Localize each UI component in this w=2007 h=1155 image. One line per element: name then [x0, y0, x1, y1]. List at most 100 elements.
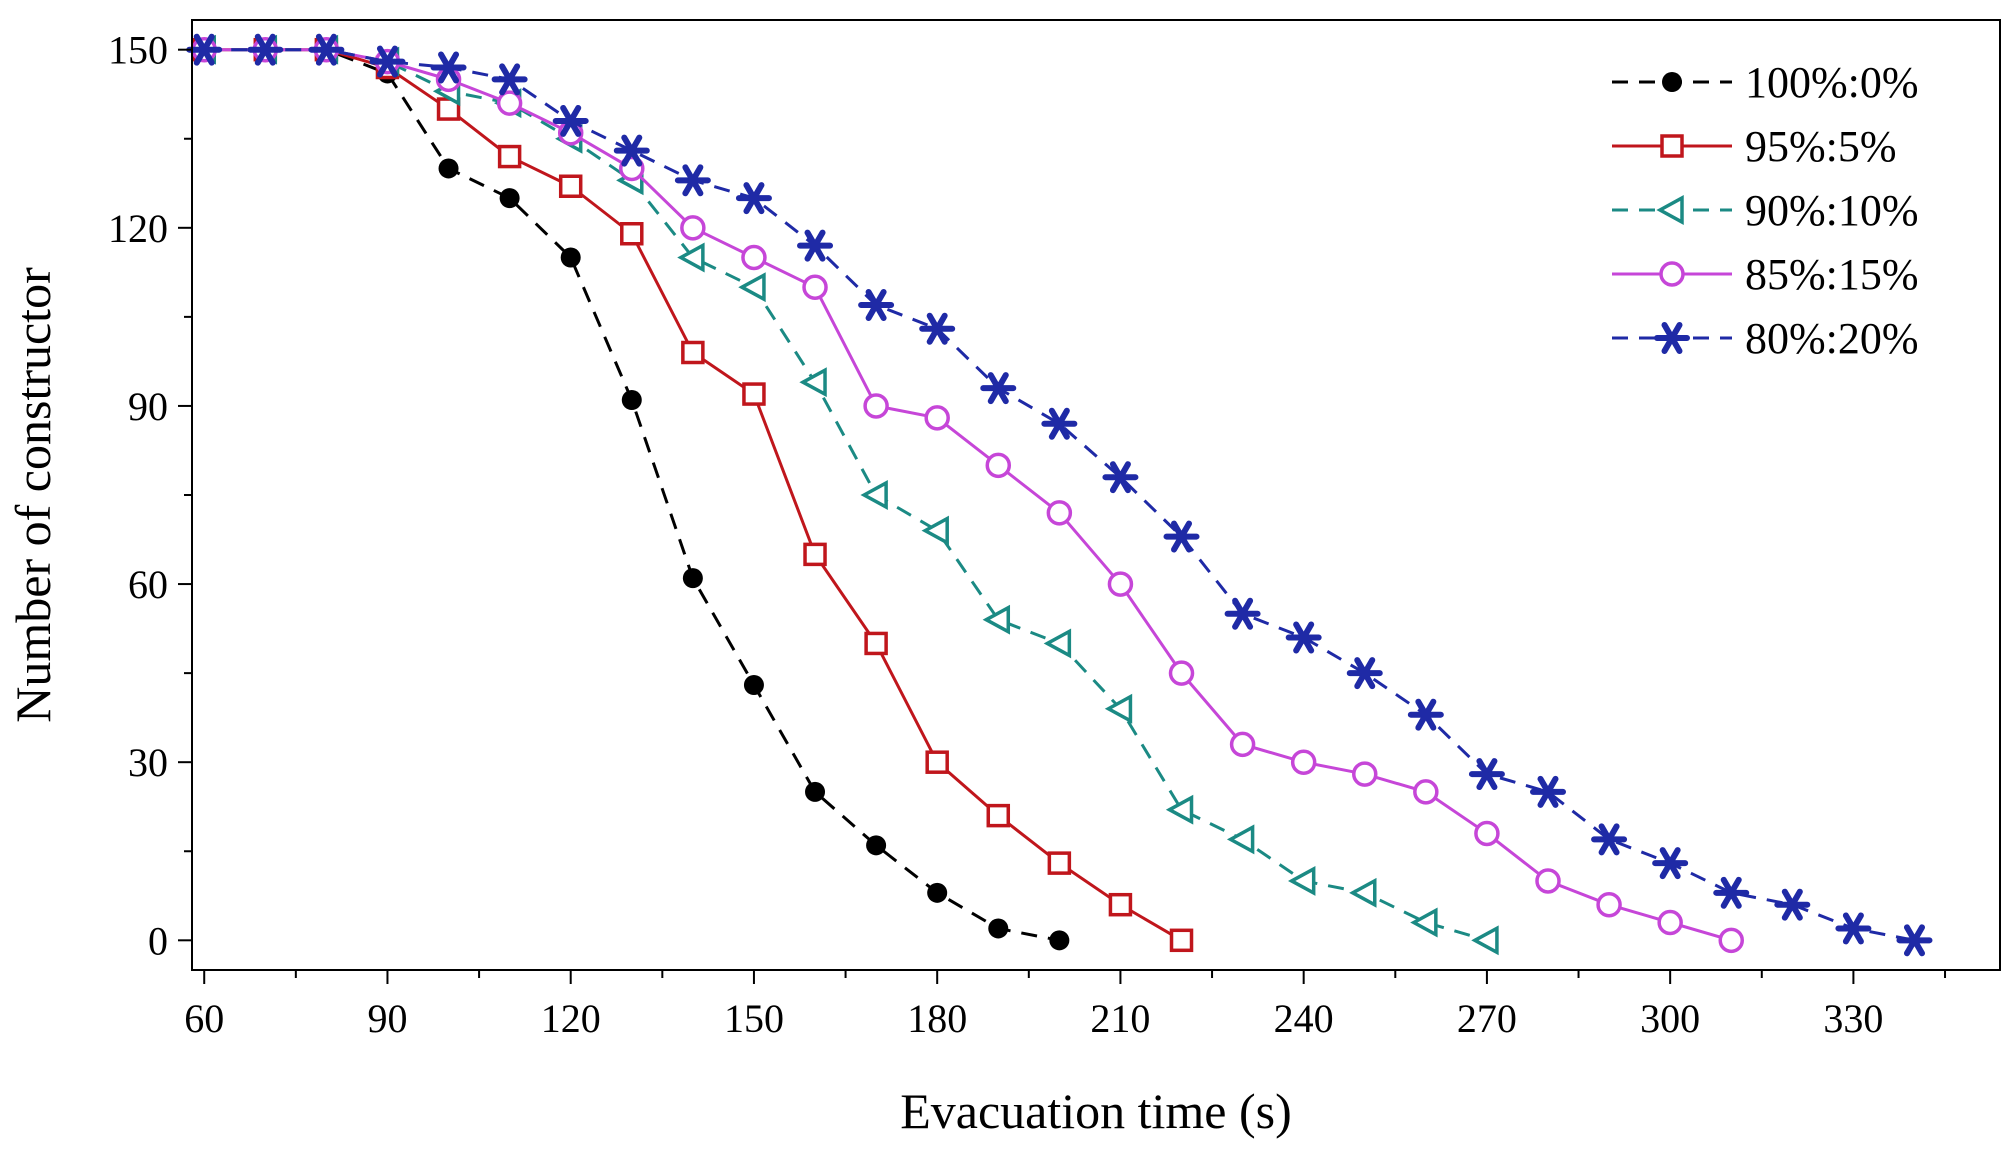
data-point — [308, 33, 345, 66]
legend-item: 95%:5% — [1612, 122, 1897, 171]
data-point — [613, 134, 650, 167]
data-point — [438, 158, 459, 179]
data-point — [1229, 731, 1256, 758]
data-point — [1713, 876, 1750, 909]
data-point — [680, 215, 706, 241]
legend-marker — [1659, 261, 1685, 287]
y-tick-label: 0 — [148, 918, 168, 963]
x-tick-label: 210 — [1090, 996, 1150, 1041]
data-point — [866, 835, 887, 856]
data-point — [1410, 907, 1438, 938]
data-point — [499, 188, 520, 209]
data-point — [1226, 824, 1255, 855]
legend-label: 85%:15% — [1745, 250, 1919, 299]
legend-item: 80%:20% — [1612, 314, 1919, 363]
legend-item: 90%:10% — [1612, 186, 1919, 235]
data-point — [677, 242, 705, 273]
data-point — [1107, 571, 1134, 597]
y-tick-label: 30 — [128, 740, 168, 785]
axes: 60 90 120 150 180 210 240 270 300 330 0 30 60 90 120 1… — [5, 19, 2001, 1139]
y-axis-label: Number of constructor — [5, 267, 61, 723]
data-point — [1346, 657, 1383, 690]
x-tick-label: 330 — [1823, 996, 1883, 1041]
data-point — [496, 90, 523, 116]
data-point — [558, 174, 583, 198]
data-point — [805, 781, 826, 802]
x-tick-label: 240 — [1274, 996, 1334, 1041]
legend-label: 95%:5% — [1745, 122, 1897, 171]
data-point — [738, 272, 766, 303]
data-point — [560, 247, 581, 268]
data-point — [497, 144, 522, 169]
data-point — [1102, 461, 1139, 494]
data-point — [927, 882, 948, 903]
data-point — [799, 367, 827, 398]
y-tick-label: 150 — [108, 28, 168, 73]
legend: 100%:0% 95%:5% 90%:10% 85%:15% 80%:20% — [1612, 58, 1919, 363]
data-point — [1530, 775, 1566, 808]
data-point — [863, 393, 889, 419]
data-point — [1471, 925, 1499, 956]
data-point — [802, 274, 828, 300]
data-point — [919, 312, 956, 345]
data-point — [735, 182, 772, 215]
x-tick-label: 300 — [1640, 996, 1700, 1041]
data-point — [621, 390, 642, 410]
series-line — [204, 48, 1732, 942]
x-tick-label: 60 — [184, 996, 224, 1041]
x-tick-label: 180 — [907, 996, 967, 1041]
data-point — [980, 372, 1017, 405]
legend-marker — [1654, 322, 1690, 354]
data-point — [1047, 851, 1072, 875]
data-point — [1718, 927, 1744, 954]
data-point — [369, 45, 406, 78]
legend-item: 100%:0% — [1612, 58, 1919, 107]
data-point — [1349, 877, 1377, 908]
data-point — [674, 164, 711, 197]
data-point — [1352, 761, 1378, 787]
data-point — [1896, 924, 1933, 957]
data-point — [986, 803, 1011, 828]
y-tick-label: 120 — [108, 206, 168, 251]
data-point — [864, 631, 888, 656]
data-point — [988, 918, 1009, 939]
data-point — [1169, 928, 1194, 953]
data-point — [1407, 698, 1444, 731]
data-point — [860, 480, 888, 510]
data-point — [924, 405, 950, 431]
series-2 — [188, 34, 1499, 956]
data-point — [552, 104, 589, 137]
data-point — [1413, 779, 1439, 805]
data-point — [247, 33, 284, 66]
plot-frame — [191, 19, 2001, 971]
data-point — [742, 382, 766, 406]
y-axis-ticks: 0 30 60 90 120 150 — [108, 28, 192, 963]
data-point — [1041, 407, 1078, 440]
data-point — [921, 515, 949, 546]
data-point — [1835, 912, 1872, 945]
series-3 — [191, 36, 1744, 954]
x-tick-label: 270 — [1457, 996, 1517, 1041]
x-tick-label: 120 — [541, 996, 601, 1041]
data-point — [1046, 500, 1073, 526]
legend-label: 100%:0% — [1745, 58, 1919, 107]
data-point — [491, 63, 528, 96]
legend-marker — [1660, 134, 1684, 158]
data-point — [1104, 693, 1133, 724]
x-axis-ticks: 60 90 120 150 180 210 240 270 300 330 — [184, 970, 1947, 1041]
series-line — [204, 48, 1915, 942]
legend-marker — [1656, 195, 1684, 225]
data-point — [186, 33, 223, 66]
data-point — [1288, 865, 1316, 896]
data-point — [1224, 597, 1261, 630]
data-point — [858, 289, 895, 321]
data-point — [430, 51, 467, 84]
data-point — [1535, 868, 1561, 894]
data-point — [1591, 823, 1628, 856]
x-tick-label: 90 — [367, 996, 407, 1041]
data-point — [982, 604, 1011, 635]
data-point — [1596, 891, 1622, 918]
data-point — [985, 452, 1012, 479]
data-point — [1474, 820, 1500, 847]
